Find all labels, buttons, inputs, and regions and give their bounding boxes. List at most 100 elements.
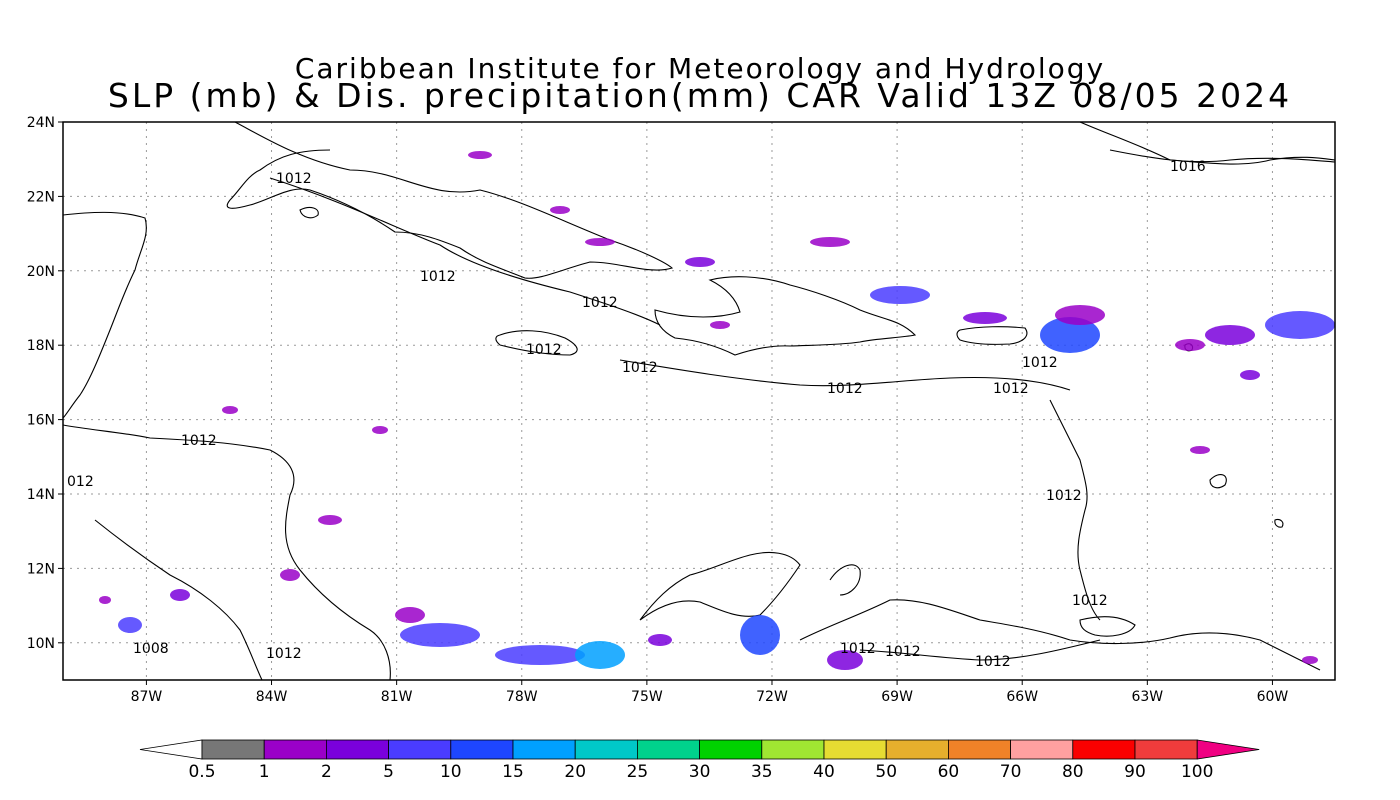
isobar-1016	[1109, 149, 1335, 163]
isobar-label: 1012	[975, 654, 1011, 670]
lon-tick-label: 81W	[381, 689, 413, 705]
lon-tick-label: 60W	[1257, 689, 1289, 705]
colorbar-label: 70	[1000, 762, 1022, 782]
lat-tick-label: 16N	[27, 413, 55, 429]
precip-area	[575, 641, 625, 669]
coast-paraguana	[829, 564, 861, 596]
colorbar-swatch	[325, 739, 389, 760]
precip-area	[810, 237, 850, 247]
isobar-1012-north	[269, 177, 661, 326]
isobar-label: 1012	[420, 269, 456, 285]
precip-area	[1040, 317, 1100, 353]
colorbar-swatch	[263, 739, 327, 760]
lon-tick-label: 78W	[506, 689, 538, 705]
lat-tick-label: 24N	[27, 115, 55, 131]
colorbar: 0.5 1 2 5 10 15 20 25 30 35 40 50 60 70 80 90 100	[139, 739, 1260, 782]
precip-area	[740, 615, 780, 655]
isobar-label: 1012	[276, 171, 312, 187]
colorbar-label: 100	[1181, 762, 1213, 782]
map-grid	[63, 121, 1335, 680]
coast-small-1	[1209, 474, 1227, 489]
colorbar-label: 60	[938, 762, 960, 782]
precip-area	[318, 515, 342, 525]
precip-area	[170, 589, 190, 601]
colorbar-swatch	[450, 739, 514, 760]
colorbar-label: 15	[502, 762, 524, 782]
precip-area	[870, 286, 930, 304]
isobar-label: 1012	[840, 641, 876, 657]
precip-area	[1190, 446, 1210, 454]
isobar-1012-mid	[619, 359, 1071, 391]
colorbar-swatch	[1072, 739, 1136, 760]
lat-tick-label: 20N	[27, 264, 55, 280]
colorbar-swatch	[637, 739, 701, 760]
coast-cuba	[226, 122, 674, 279]
latitude-labels: 24N 22N 20N 18N 16N 14N 12N 10N	[27, 115, 63, 652]
colorbar-swatch	[201, 739, 265, 760]
lon-tick-label: 84W	[256, 689, 288, 705]
coast-bahamas-n	[1079, 122, 1335, 165]
colorbar-label: 35	[751, 762, 773, 782]
lon-tick-label: 72W	[756, 689, 788, 705]
colorbar-label: 90	[1124, 762, 1146, 782]
coast-jamaica	[495, 330, 578, 356]
precip-area	[550, 206, 570, 214]
coast-colombia-venezuela	[639, 551, 801, 621]
colorbar-swatch	[761, 739, 825, 760]
precipitation-field	[99, 151, 1335, 670]
colorbar-swatch	[1134, 739, 1198, 760]
colorbar-label: 0.5	[188, 762, 215, 782]
precip-area	[280, 569, 300, 581]
lat-tick-label: 18N	[27, 338, 55, 354]
precip-area	[685, 257, 715, 267]
lon-tick-label: 87W	[131, 689, 163, 705]
isobar-label: 1012	[622, 360, 658, 376]
lon-tick-label: 66W	[1006, 689, 1038, 705]
colorbar-label: 10	[440, 762, 462, 782]
lon-tick-label: 63W	[1131, 689, 1163, 705]
precip-area	[585, 238, 615, 246]
colorbar-swatch	[699, 739, 763, 760]
coast-yucatan	[63, 211, 147, 419]
precip-area	[827, 650, 863, 670]
colorbar-high-arrow	[1196, 739, 1260, 760]
coast-venezuela	[799, 599, 1321, 671]
isobar-label: 1012	[1022, 355, 1058, 371]
precip-area	[400, 623, 480, 647]
isobar-label: 1012	[885, 644, 921, 660]
precip-area	[648, 634, 672, 646]
isobar-label: 1012	[526, 342, 562, 358]
colorbar-label: 40	[813, 762, 835, 782]
isobar-labels: 1016 1012 1012 1012 1012 1012 1012 1012 …	[67, 159, 1206, 670]
coast-isle-youth	[299, 206, 319, 219]
colorbar-swatch	[885, 739, 949, 760]
isobar-label: 1012	[181, 433, 217, 449]
longitude-labels: 87W 84W 81W 78W 75W 72W 69W 66W 63W 60W	[131, 680, 1289, 705]
colorbar-label: 25	[627, 762, 649, 782]
lon-tick-label: 75W	[631, 689, 663, 705]
isobar-label: 1012	[582, 295, 618, 311]
precip-area	[1302, 656, 1318, 664]
precip-area	[1055, 305, 1105, 325]
isobar-label: 1016	[1170, 159, 1206, 175]
coast-hispaniola	[654, 276, 917, 356]
colorbar-swatch	[823, 739, 887, 760]
colorbar-swatch	[388, 739, 452, 760]
colorbar-label: 80	[1062, 762, 1084, 782]
colorbar-swatch	[948, 739, 1012, 760]
isobar-label: 1008	[133, 641, 169, 657]
coast-central-america	[63, 424, 391, 680]
colorbar-swatch	[574, 739, 638, 760]
isobar-label: 012	[67, 474, 94, 490]
isobars	[269, 149, 1335, 661]
colorbar-swatch	[1010, 739, 1074, 760]
coast-trinidad	[1079, 616, 1136, 637]
chart-title-product: SLP (mb) & Dis. precipitation(mm) CAR Va…	[107, 76, 1293, 115]
coast-puerto-rico	[956, 326, 1028, 345]
precip-area	[963, 312, 1007, 324]
coast-lesser-antilles	[1049, 399, 1101, 621]
precip-area	[372, 426, 388, 434]
colorbar-low-arrow	[139, 739, 203, 760]
precip-area	[1175, 339, 1205, 351]
